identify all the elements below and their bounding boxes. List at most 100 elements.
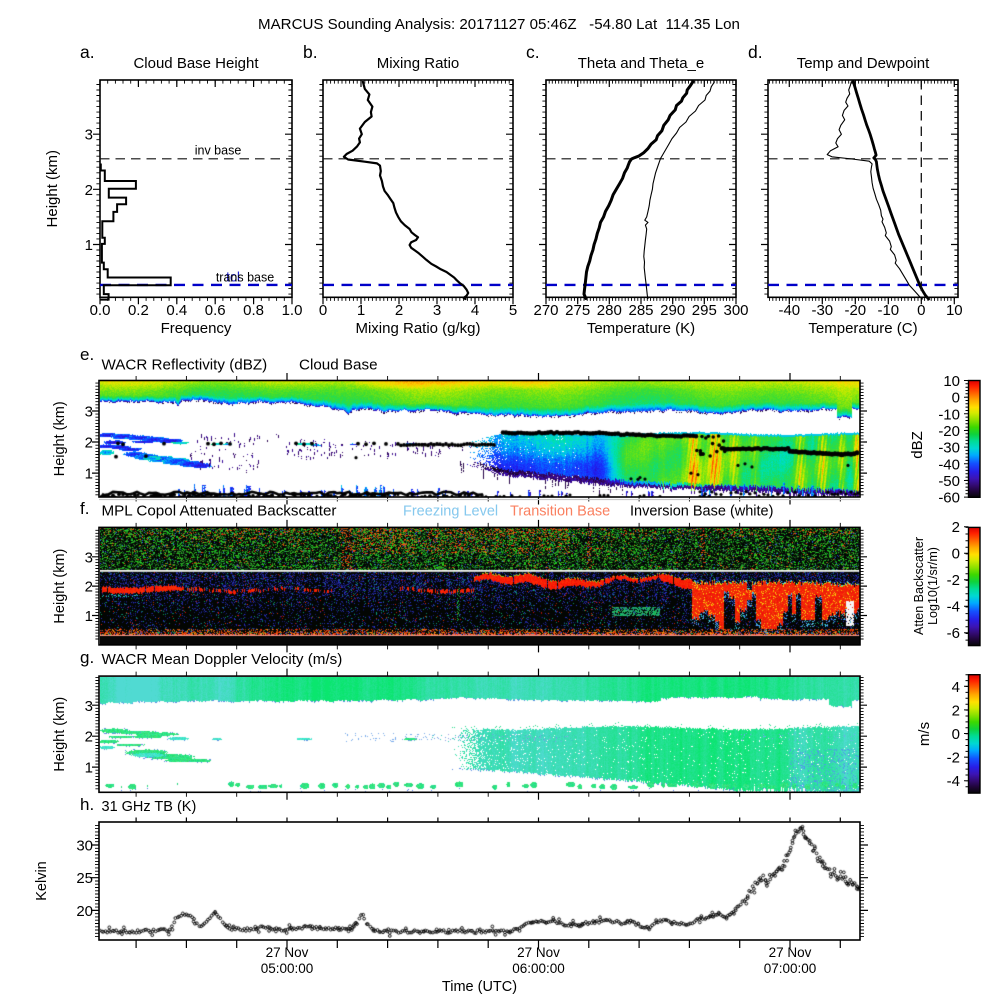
- svg-text:tcl: tcl: [226, 269, 240, 285]
- svg-text:3: 3: [85, 127, 93, 144]
- svg-text:c.: c.: [526, 42, 540, 62]
- svg-text:06:00:00: 06:00:00: [512, 961, 565, 976]
- svg-text:0.2: 0.2: [128, 302, 149, 319]
- svg-text:MPL Copol Attenuated Backscatt: MPL Copol Attenuated Backscatter: [102, 503, 337, 520]
- svg-text:3: 3: [433, 302, 441, 319]
- svg-text:25: 25: [76, 870, 93, 887]
- svg-text:0: 0: [952, 546, 960, 563]
- svg-text:-20: -20: [938, 423, 960, 440]
- svg-text:Cloud Base Height: Cloud Base Height: [133, 55, 259, 72]
- svg-text:270: 270: [533, 302, 558, 319]
- svg-text:-4: -4: [947, 773, 960, 790]
- svg-text:07:00:00: 07:00:00: [764, 961, 817, 976]
- svg-text:0: 0: [917, 302, 925, 319]
- svg-text:Temperature (K): Temperature (K): [587, 320, 695, 337]
- svg-text:27 Nov: 27 Nov: [517, 945, 560, 960]
- svg-text:1.0: 1.0: [282, 302, 303, 319]
- svg-text:Theta and Theta_e: Theta and Theta_e: [578, 55, 705, 72]
- svg-text:4: 4: [952, 679, 960, 696]
- svg-text:10: 10: [946, 302, 963, 319]
- svg-text:Mixing Ratio: Mixing Ratio: [377, 55, 460, 72]
- svg-text:a.: a.: [80, 42, 95, 62]
- svg-text:280: 280: [597, 302, 622, 319]
- svg-text:-10: -10: [938, 406, 960, 423]
- svg-text:300: 300: [723, 302, 748, 319]
- svg-text:3: 3: [85, 404, 93, 421]
- svg-text:g.: g.: [80, 648, 94, 667]
- svg-text:285: 285: [628, 302, 653, 319]
- svg-text:-20: -20: [844, 302, 866, 319]
- svg-text:-2: -2: [947, 572, 960, 589]
- svg-text:1: 1: [85, 608, 93, 625]
- svg-text:0: 0: [319, 302, 327, 319]
- svg-text:MARCUS Sounding Analysis: 2017: MARCUS Sounding Analysis: 20171127 05:46…: [258, 16, 740, 33]
- svg-text:Height (km): Height (km): [52, 401, 68, 476]
- svg-text:2: 2: [85, 435, 93, 452]
- svg-text:Height (km): Height (km): [44, 150, 61, 228]
- svg-text:3: 3: [85, 698, 93, 715]
- svg-text:Height (km): Height (km): [52, 549, 68, 624]
- svg-text:20: 20: [76, 903, 93, 920]
- svg-text:-6: -6: [947, 625, 960, 642]
- svg-text:1: 1: [85, 760, 93, 777]
- svg-text:Log10(1/sr/m): Log10(1/sr/m): [926, 547, 940, 625]
- svg-text:-50: -50: [938, 473, 960, 490]
- svg-text:Kelvin: Kelvin: [34, 861, 50, 901]
- svg-text:Time (UTC): Time (UTC): [442, 979, 517, 995]
- svg-text:m/s: m/s: [916, 722, 933, 746]
- svg-text:2: 2: [952, 519, 960, 536]
- svg-text:Temp and Dewpoint: Temp and Dewpoint: [797, 55, 930, 72]
- svg-text:-4: -4: [947, 599, 960, 616]
- svg-text:Transition Base: Transition Base: [510, 504, 610, 520]
- svg-text:inv base: inv base: [517, 144, 564, 158]
- svg-text:2: 2: [85, 182, 93, 199]
- svg-text:2: 2: [395, 302, 403, 319]
- svg-text:27 Nov: 27 Nov: [769, 945, 812, 960]
- svg-text:WACR Reflectivity (dBZ): WACR Reflectivity (dBZ): [102, 357, 268, 374]
- svg-text:b.: b.: [303, 42, 318, 62]
- svg-text:Freezing Level: Freezing Level: [403, 504, 498, 520]
- svg-text:4: 4: [471, 302, 479, 319]
- svg-text:e.: e.: [80, 345, 94, 364]
- svg-text:trans base: trans base: [216, 271, 274, 285]
- svg-text:0: 0: [952, 726, 960, 743]
- svg-text:Height (km): Height (km): [52, 697, 68, 772]
- svg-text:-60: -60: [938, 490, 960, 507]
- svg-text:dBZ: dBZ: [909, 431, 926, 459]
- svg-text:-40: -40: [778, 302, 800, 319]
- svg-text:31 GHz TB (K): 31 GHz TB (K): [102, 799, 197, 815]
- svg-text:0: 0: [952, 390, 960, 407]
- svg-text:290: 290: [660, 302, 685, 319]
- svg-text:-30: -30: [811, 302, 833, 319]
- svg-text:0.6: 0.6: [205, 302, 226, 319]
- svg-text:Mixing Ratio (g/kg): Mixing Ratio (g/kg): [355, 320, 480, 337]
- svg-text:295: 295: [692, 302, 717, 319]
- svg-text:0.8: 0.8: [243, 302, 264, 319]
- svg-text:Inversion Base (white): Inversion Base (white): [630, 504, 773, 520]
- svg-text:h.: h.: [80, 795, 94, 814]
- svg-text:3: 3: [85, 549, 93, 566]
- svg-text:-30: -30: [938, 440, 960, 457]
- svg-text:1: 1: [85, 237, 93, 254]
- svg-text:2: 2: [952, 702, 960, 719]
- svg-text:275: 275: [565, 302, 590, 319]
- svg-text:1: 1: [357, 302, 365, 319]
- svg-text:-40: -40: [938, 456, 960, 473]
- svg-text:WACR Mean Doppler Velocity (m/: WACR Mean Doppler Velocity (m/s): [102, 651, 343, 668]
- svg-text:Cloud Base: Cloud Base: [299, 357, 378, 374]
- svg-text:10: 10: [943, 373, 960, 390]
- svg-text:1: 1: [85, 466, 93, 483]
- svg-text:f.: f.: [80, 499, 89, 518]
- svg-text:2: 2: [85, 729, 93, 746]
- svg-text:Frequency: Frequency: [161, 320, 232, 337]
- svg-text:-2: -2: [947, 750, 960, 767]
- svg-text:0.4: 0.4: [166, 302, 187, 319]
- svg-text:d.: d.: [748, 42, 763, 62]
- svg-text:Temperature (C): Temperature (C): [808, 320, 917, 337]
- svg-text:30: 30: [76, 838, 93, 855]
- svg-text:-10: -10: [877, 302, 899, 319]
- svg-text:0.0: 0.0: [90, 302, 111, 319]
- svg-text:inv base: inv base: [195, 144, 242, 158]
- svg-text:5: 5: [509, 302, 517, 319]
- svg-text:2: 2: [85, 579, 93, 596]
